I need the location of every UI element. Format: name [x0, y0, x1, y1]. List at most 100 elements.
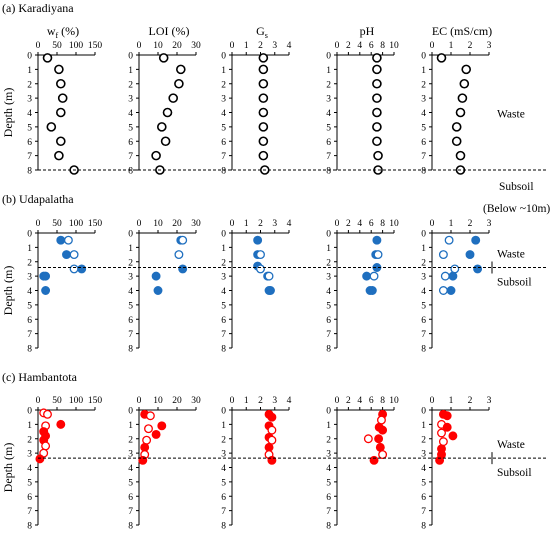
data-point	[373, 150, 383, 161]
data-point	[62, 250, 71, 260]
data-point	[378, 450, 388, 460]
y-tick-label: 5	[221, 301, 226, 311]
data-point	[461, 64, 472, 75]
data-point	[258, 53, 269, 63]
y-tick-label: 8	[421, 522, 426, 532]
header-wf: wf (%)	[47, 24, 79, 40]
data-point	[442, 422, 452, 432]
y-tick-label: 8	[27, 167, 32, 177]
y-tick-label: 5	[421, 301, 426, 311]
data-point	[157, 122, 167, 132]
y-tick-label: 8	[128, 345, 133, 355]
y-axis-label: Depth (m)	[1, 443, 15, 493]
y-tick-label: 8	[128, 167, 133, 177]
depth-note-label: (Below ~10m)	[483, 203, 550, 215]
x-tick-label: 8	[380, 41, 385, 51]
y-tick-label: 2	[128, 435, 133, 445]
x-tick-label: 20	[172, 219, 182, 229]
x-tick-label: 50	[52, 41, 62, 51]
x-tick-label: 150	[88, 41, 103, 51]
x-tick-label: 0	[335, 396, 340, 406]
data-point	[158, 53, 169, 63]
x-tick-label: 4	[287, 219, 292, 229]
data-point	[450, 264, 460, 274]
data-point	[258, 136, 269, 147]
x-tick-label: 30	[191, 396, 201, 406]
y-tick-label: 6	[128, 316, 133, 326]
y-tick-label: 2	[421, 258, 426, 268]
y-tick-label: 1	[221, 66, 226, 76]
y-tick-label: 4	[326, 287, 331, 297]
x-tick-label: 4	[357, 219, 362, 229]
x-tick-label: 2	[468, 41, 473, 51]
subplot-loi: 0 10 20 30 0 1 2 3 4 5 6 7 8	[128, 396, 201, 532]
data-point	[448, 271, 458, 281]
data-point	[442, 411, 452, 421]
y-tick-label: 6	[326, 316, 331, 326]
y-tick-label: 6	[128, 493, 133, 503]
y-tick-label: 6	[221, 316, 226, 326]
header-loi: LOI (%)	[149, 24, 190, 38]
y-tick-label: 0	[27, 407, 32, 417]
y-tick-label: 7	[221, 152, 226, 162]
x-tick-label: 10	[389, 396, 399, 406]
data-point	[444, 235, 454, 245]
data-point	[54, 150, 64, 161]
y-tick-label: 4	[128, 464, 133, 474]
data-point	[153, 286, 163, 295]
y-tick-label: 1	[221, 244, 226, 254]
y-tick-label: 5	[421, 478, 426, 488]
data-point	[138, 455, 148, 465]
data-point	[369, 455, 379, 465]
subplot-wf: 0 50 100 150 0 1 2 3 4 5 6 7 8	[27, 219, 102, 355]
y-tick-label: 4	[421, 109, 426, 119]
y-tick-label: 2	[221, 258, 226, 268]
data-point	[55, 78, 66, 89]
x-tick-label: 0	[230, 41, 235, 51]
subplot-wf: 0 50 100 150 0 1 2 3 4 5 6 7 8	[27, 396, 102, 532]
subplot-ec: 0 1 2 3 0 1 2 3 4 5 6 7 8	[421, 41, 491, 177]
data-point	[372, 107, 382, 118]
y-tick-label: 3	[326, 450, 331, 460]
x-tick-label: 0	[137, 41, 142, 51]
data-point	[374, 434, 384, 444]
x-tick-label: 10	[389, 41, 399, 51]
waste-label: Waste	[497, 249, 525, 261]
data-point	[372, 78, 382, 89]
y-tick-label: 8	[421, 345, 426, 355]
y-tick-label: 5	[128, 301, 133, 311]
y-axis-label: Depth (m)	[1, 266, 15, 316]
header-gs: Gs	[256, 24, 268, 40]
data-point	[144, 424, 153, 434]
x-tick-label: 20	[172, 396, 182, 406]
y-tick-label: 0	[421, 52, 426, 62]
y-tick-label: 1	[421, 66, 426, 76]
y-tick-label: 8	[128, 522, 133, 532]
subsoil-label: Subsoil	[497, 277, 532, 289]
x-tick-label: 0	[36, 396, 41, 406]
y-tick-label: 6	[421, 316, 426, 326]
y-tick-label: 8	[326, 167, 331, 177]
y-tick-label: 0	[27, 52, 32, 62]
data-point	[446, 286, 456, 295]
data-point	[35, 454, 45, 464]
data-point	[77, 264, 87, 274]
data-point	[151, 271, 161, 281]
data-point	[438, 286, 448, 295]
data-point	[256, 250, 265, 260]
data-point	[451, 122, 462, 132]
y-tick-label: 8	[27, 345, 32, 355]
x-tick-label: 1	[244, 219, 249, 229]
y-tick-label: 0	[421, 230, 426, 240]
y-tick-label: 5	[27, 123, 32, 133]
y-tick-label: 6	[221, 493, 226, 503]
y-tick-label: 1	[421, 244, 426, 254]
y-tick-label: 0	[221, 230, 226, 240]
data-point	[436, 53, 447, 63]
data-point	[140, 442, 150, 452]
x-tick-label: 30	[191, 219, 201, 229]
y-tick-label: 1	[128, 66, 133, 76]
data-point	[451, 136, 462, 147]
y-tick-label: 2	[326, 435, 331, 445]
